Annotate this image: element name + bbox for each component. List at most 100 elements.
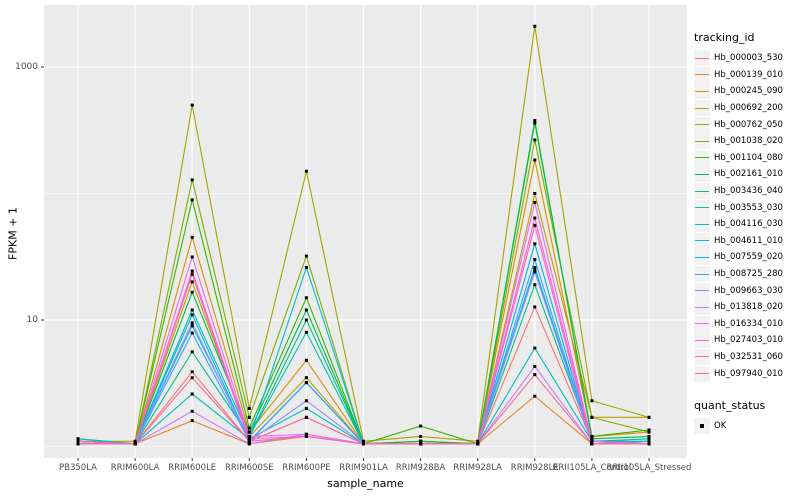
legend-label: Hb_003436_040	[714, 186, 783, 197]
data-point	[533, 223, 537, 227]
legend-line-icon	[695, 339, 709, 341]
legend-item-Hb_001038_020: Hb_001038_020	[694, 133, 798, 150]
legend-label: Hb_000003_530	[714, 53, 783, 64]
legend-line-icon	[695, 256, 709, 258]
x-tick-label-RRIM600SE: RRIM600SE	[224, 463, 274, 473]
data-point	[533, 121, 537, 125]
data-point	[190, 331, 194, 335]
legend-key-swatch	[694, 348, 710, 365]
legend-item-Hb_000003_530: Hb_000003_530	[694, 50, 798, 67]
data-point	[647, 428, 651, 432]
legend-label: Hb_000245_090	[714, 86, 783, 97]
legend-tracking-items: Hb_000003_530 Hb_000139_010 Hb_000245_090 H…	[694, 50, 798, 382]
legend-label: Hb_008725_280	[714, 269, 783, 280]
legend-item-Hb_000762_050: Hb_000762_050	[694, 116, 798, 133]
legend-item-Hb_016334_010: Hb_016334_010	[694, 315, 798, 333]
data-point	[419, 424, 423, 428]
legend-line-icon	[695, 173, 709, 175]
data-point	[190, 272, 194, 276]
data-point	[533, 266, 537, 270]
data-point	[190, 419, 194, 423]
x-axis-title: sample_name	[327, 477, 404, 490]
data-point	[304, 318, 308, 322]
quant-ok-key	[694, 418, 710, 435]
legend-item-Hb_004611_010: Hb_004611_010	[694, 232, 798, 250]
legend-key-swatch	[694, 365, 710, 382]
legend-item-quant-ok: OK	[694, 418, 798, 435]
legend-line-icon	[695, 124, 709, 126]
data-point	[190, 324, 194, 328]
legend-label: Hb_000692_200	[714, 103, 783, 114]
legend-item-Hb_008725_280: Hb_008725_280	[694, 266, 798, 283]
data-point	[533, 242, 537, 246]
legend-label: Hb_000762_050	[714, 119, 783, 130]
legend-title-tracking-id: tracking_id	[694, 31, 755, 44]
x-tick-label-RRIM928LE: RRIM928LE	[510, 463, 559, 473]
legend-label: Hb_003553_030	[714, 202, 783, 213]
data-point	[590, 399, 594, 403]
filled-square-icon	[700, 424, 704, 429]
legend-item-Hb_007559_020: Hb_007559_020	[694, 249, 798, 266]
legend-line-icon	[695, 74, 709, 76]
legend-item-Hb_000245_090: Hb_000245_090	[694, 83, 798, 100]
x-tick-label-RRII105LA_Stressed: RRII105LA_Stressed	[606, 463, 692, 473]
data-point	[190, 290, 194, 294]
data-point	[76, 439, 80, 443]
data-point	[533, 346, 537, 350]
legend-label: Hb_027403_010	[714, 335, 783, 346]
data-point	[590, 437, 594, 441]
legend-line-icon	[695, 306, 709, 308]
data-point	[247, 430, 251, 434]
legend-key-swatch	[694, 133, 710, 150]
data-point	[247, 426, 251, 430]
data-point	[533, 158, 537, 162]
legend-key-swatch	[694, 100, 710, 117]
legend-item-Hb_097940_010: Hb_097940_010	[694, 365, 798, 382]
legend-line-icon	[695, 373, 709, 375]
data-point	[304, 406, 308, 410]
data-point	[133, 442, 137, 446]
x-tick-label-RRIM901LA: RRIM901LA	[339, 463, 388, 473]
legend-label: Hb_032531_060	[714, 351, 783, 362]
legend-quant-status: quant_status OK	[694, 399, 798, 435]
data-point	[76, 437, 80, 441]
data-point	[304, 330, 308, 334]
legend-key-swatch	[694, 149, 710, 166]
data-point	[76, 442, 80, 446]
data-point	[190, 308, 194, 312]
data-point	[247, 439, 251, 443]
data-point	[590, 442, 594, 446]
data-point	[304, 254, 308, 258]
data-point	[190, 255, 194, 259]
data-point	[419, 442, 423, 446]
data-point	[533, 24, 537, 28]
legend-line-icon	[695, 240, 709, 242]
legend-key-swatch	[694, 66, 710, 83]
legend-key-swatch	[694, 183, 710, 200]
data-point	[533, 373, 537, 377]
data-point	[190, 370, 194, 374]
data-point	[647, 415, 651, 419]
data-point	[190, 392, 194, 396]
data-point	[362, 442, 365, 446]
data-point	[647, 439, 651, 443]
x-tick-label-RRIM600LA: RRIM600LA	[110, 463, 160, 473]
data-point	[590, 434, 594, 438]
data-point	[247, 415, 251, 419]
legend-label: Hb_016334_010	[714, 318, 783, 329]
data-point	[533, 216, 537, 220]
legend-tracking-id: tracking_id Hb_000003_530 Hb_000139_010 Hb…	[694, 31, 798, 382]
legend-label: Hb_000139_010	[714, 69, 783, 80]
data-point	[304, 399, 308, 403]
data-point	[304, 434, 308, 438]
legend-label: Hb_007559_020	[714, 252, 783, 263]
data-point	[533, 364, 537, 368]
legend-line-icon	[695, 190, 709, 192]
legend-label: Hb_004611_010	[714, 235, 783, 246]
legend-item-Hb_003553_030: Hb_003553_030	[694, 199, 798, 216]
legend-key-swatch	[694, 299, 710, 316]
legend-line-icon	[695, 223, 709, 225]
data-point	[304, 266, 308, 270]
